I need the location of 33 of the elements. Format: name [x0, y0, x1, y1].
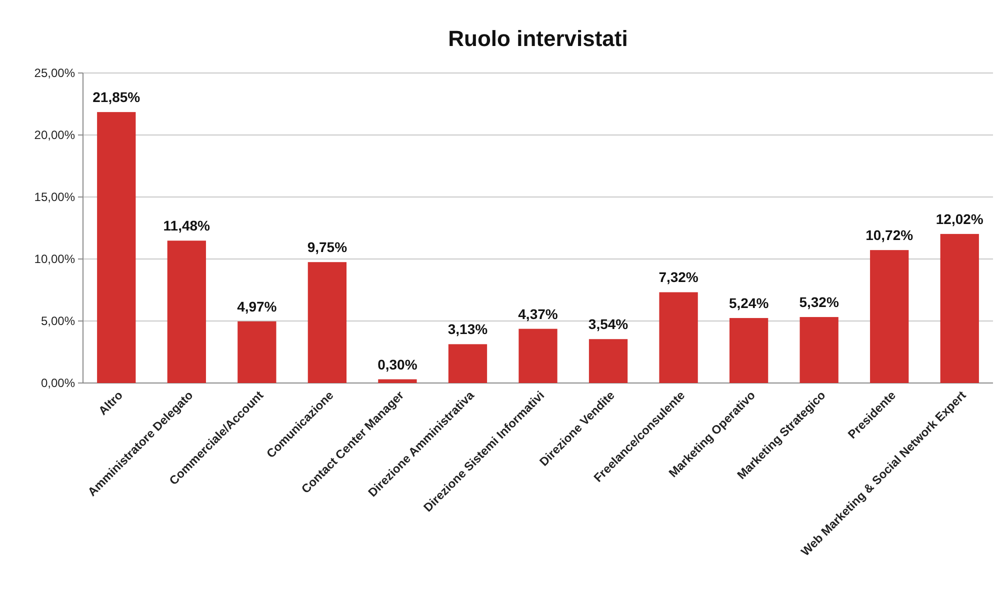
data-label: 4,97% [237, 298, 278, 314]
bar [238, 321, 276, 383]
data-label: 7,32% [658, 269, 699, 286]
data-label: 3,13% [448, 321, 488, 338]
data-label: 4,37% [518, 306, 558, 322]
data-label: 12,02% [936, 210, 984, 227]
bar [378, 379, 417, 383]
bar [659, 292, 698, 383]
y-tick-label: 20,00% [34, 128, 76, 142]
data-label: 10,72% [866, 227, 914, 244]
bar [167, 240, 206, 383]
y-tick-label: 15,00% [34, 190, 76, 204]
bar [870, 250, 909, 383]
bar [800, 317, 838, 383]
y-tick-label: 10,00% [34, 252, 76, 266]
data-label: 21,85% [92, 89, 141, 106]
bar [97, 112, 136, 383]
data-label: 11,48% [163, 218, 211, 234]
bar [729, 318, 768, 383]
y-tick-label: 5,00% [40, 314, 76, 328]
y-tick-label: 0,00% [40, 376, 76, 390]
bar [518, 328, 558, 383]
data-label: 5,24% [728, 295, 770, 312]
bar [588, 339, 628, 383]
data-label: 0,30% [378, 356, 418, 372]
y-tick-label: 25,00% [34, 66, 76, 80]
data-label: 5,32% [799, 294, 840, 310]
bar [940, 234, 979, 383]
bar [448, 344, 488, 383]
bar [308, 262, 347, 383]
data-label: 9,75% [307, 239, 348, 256]
chart-title: Ruolo intervistati [448, 26, 628, 51]
data-label: 3,54% [588, 316, 629, 332]
